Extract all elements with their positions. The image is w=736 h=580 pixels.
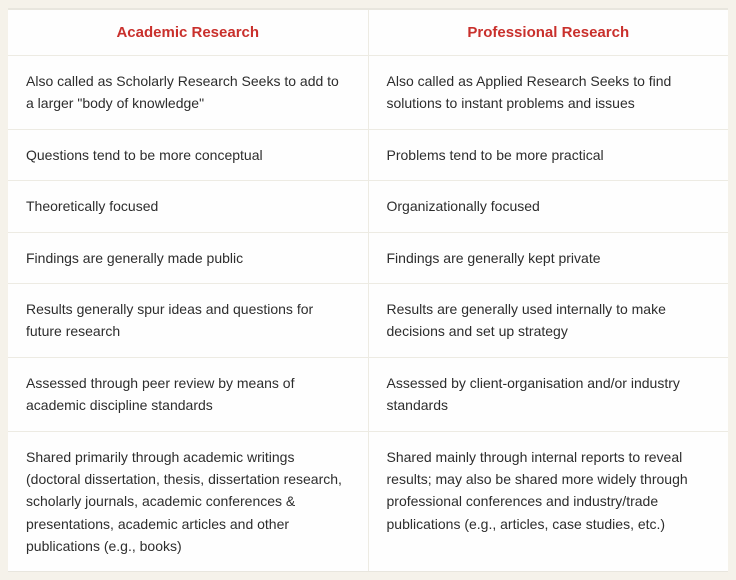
cell-right: Results are generally used internally to… [368,283,728,357]
cell-left: Assessed through peer review by means of… [8,357,368,431]
cell-right: Problems tend to be more practical [368,129,728,180]
table-row: Results generally spur ideas and questio… [8,283,728,357]
cell-left: Theoretically focused [8,181,368,232]
table-row: Questions tend to be more conceptual Pro… [8,129,728,180]
cell-right: Assessed by client-organisation and/or i… [368,357,728,431]
cell-right: Findings are generally kept private [368,232,728,283]
table-row: Assessed through peer review by means of… [8,357,728,431]
cell-right: Organizationally focused [368,181,728,232]
cell-left: Results generally spur ideas and questio… [8,283,368,357]
cell-left: Also called as Scholarly Research Seeks … [8,56,368,130]
table-row: Shared primarily through academic writin… [8,431,728,572]
cell-right: Shared mainly through internal reports t… [368,431,728,572]
table-row: Also called as Scholarly Research Seeks … [8,56,728,130]
header-academic: Academic Research [8,9,368,56]
cell-left: Findings are generally made public [8,232,368,283]
cell-right: Also called as Applied Research Seeks to… [368,56,728,130]
table-row: Findings are generally made public Findi… [8,232,728,283]
cell-left: Questions tend to be more conceptual [8,129,368,180]
comparison-table: Academic Research Professional Research … [8,8,728,572]
cell-left: Shared primarily through academic writin… [8,431,368,572]
header-professional: Professional Research [368,9,728,56]
table-header-row: Academic Research Professional Research [8,9,728,56]
table-row: Theoretically focused Organizationally f… [8,181,728,232]
